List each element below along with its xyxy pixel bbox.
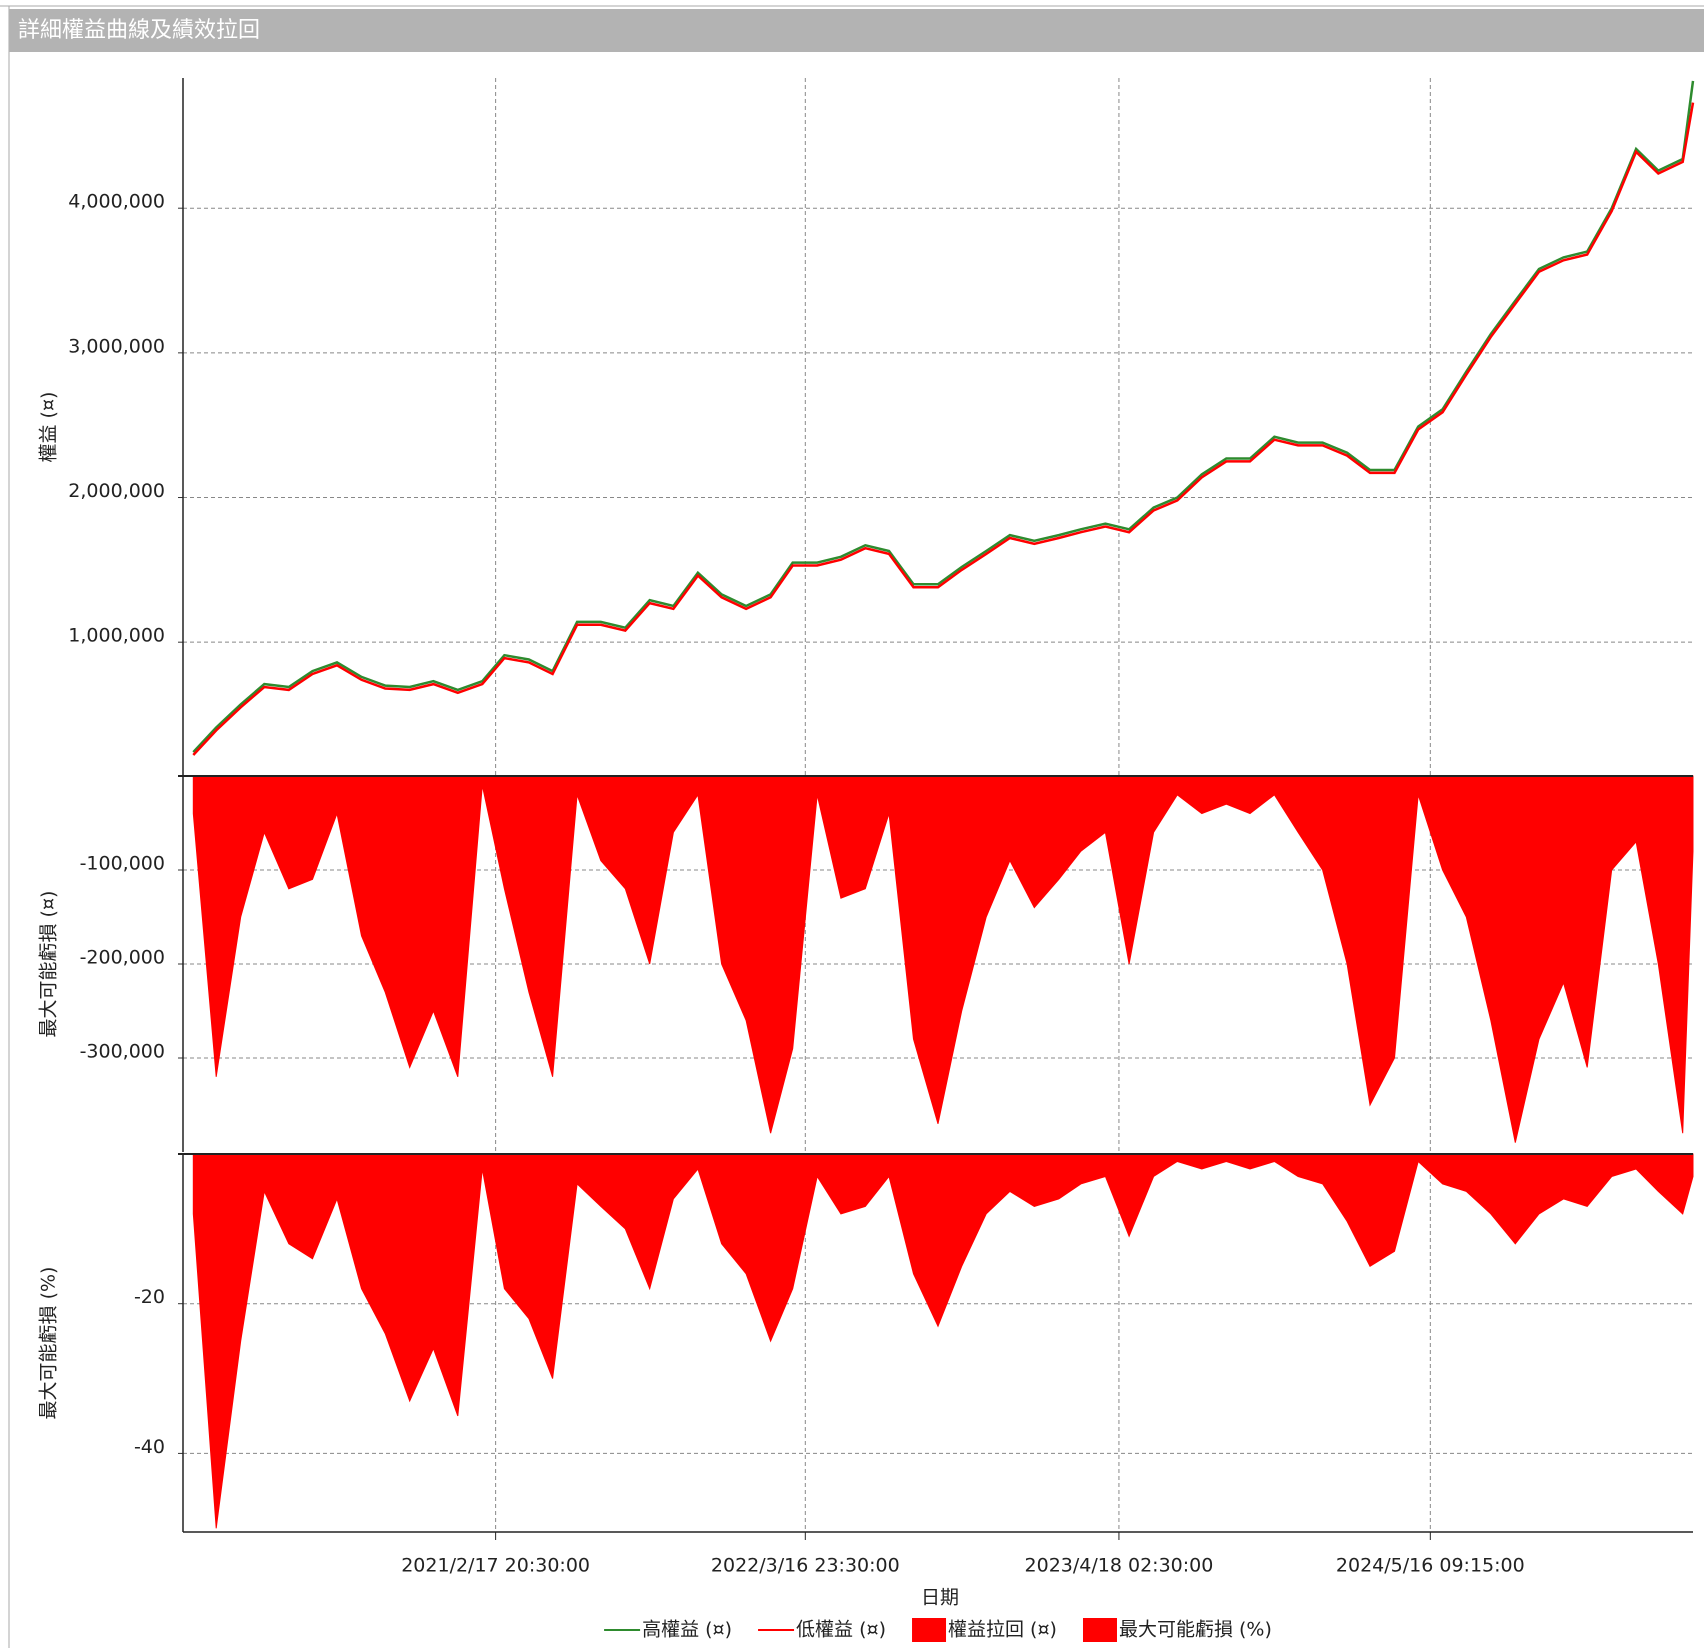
drawdown-area (192, 1153, 1694, 1529)
y-tick-label: -200,000 (80, 947, 165, 969)
window-title: 詳細權益曲線及績效拉回 (18, 18, 260, 43)
y-tick-label: 1,000,000 (68, 625, 165, 647)
y-axis-label: 最大可能虧損 (¤) (38, 891, 60, 1038)
y-tick-label: -40 (134, 1436, 165, 1458)
x-tick-label: 2024/5/16 09:15:00 (1336, 1555, 1525, 1577)
y-tick-label: 3,000,000 (68, 335, 165, 357)
y-axis-label: 權益 (¤) (38, 392, 60, 463)
equity-line (192, 102, 1695, 756)
y-tick-label: 2,000,000 (68, 480, 165, 502)
legend-label: 低權益 (¤) (796, 1619, 886, 1641)
equity-line (192, 80, 1695, 753)
y-tick-label: -100,000 (80, 853, 165, 875)
x-axis-label: 日期 (921, 1587, 959, 1609)
x-tick-label: 2023/4/18 02:30:00 (1025, 1555, 1214, 1577)
legend-label: 最大可能虧損 (%) (1119, 1619, 1272, 1641)
legend-swatch (1082, 1618, 1117, 1642)
x-tick-label: 2022/3/16 23:30:00 (711, 1555, 900, 1577)
legend-swatch (912, 1618, 947, 1642)
y-axis-label: 最大可能虧損 (%) (38, 1267, 60, 1420)
legend-label: 高權益 (¤) (642, 1619, 732, 1641)
x-tick-label: 2021/2/17 20:30:00 (401, 1555, 590, 1577)
y-tick-label: 4,000,000 (68, 191, 165, 213)
header-bar (9, 9, 1704, 52)
y-tick-label: -300,000 (80, 1041, 165, 1063)
y-tick-label: -20 (134, 1286, 165, 1308)
legend-label: 權益拉回 (¤) (948, 1619, 1057, 1641)
drawdown-area (192, 775, 1694, 1143)
